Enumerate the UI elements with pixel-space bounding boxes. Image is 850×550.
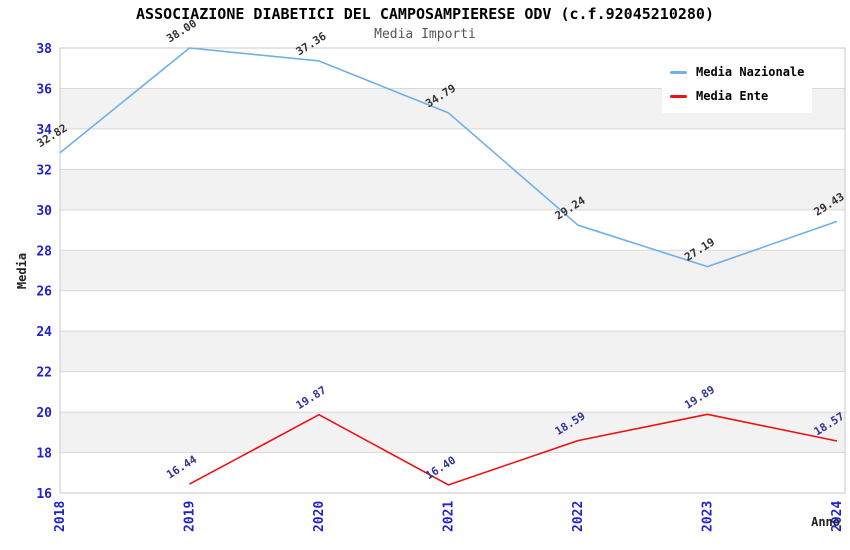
plot-band bbox=[60, 412, 845, 453]
legend-label-media-nazionale: Media Nazionale bbox=[696, 65, 805, 79]
y-tick-label: 34 bbox=[36, 123, 52, 138]
x-tick-label: 2020 bbox=[312, 501, 327, 532]
legend-label-media-ente: Media Ente bbox=[696, 89, 769, 103]
x-tick-label: 2023 bbox=[701, 501, 716, 532]
media-nazionale-line bbox=[59, 47, 838, 268]
legend: Media Nazionale Media Ente bbox=[662, 55, 812, 113]
x-tick-labels: 2018 2019 2020 2021 2022 2023 2024 bbox=[53, 501, 845, 532]
legend-item-media-ente[interactable]: Media Ente bbox=[670, 84, 804, 108]
plot-band bbox=[60, 169, 845, 210]
media-ente-data-label: 16.40 bbox=[423, 454, 458, 483]
media-nazionale-line-swatch bbox=[670, 70, 687, 74]
y-tick-label: 32 bbox=[36, 163, 52, 178]
y-tick-labels: 16 18 20 22 24 26 28 30 32 34 36 38 bbox=[36, 42, 52, 502]
y-tick-label: 38 bbox=[36, 42, 52, 57]
y-tick-label: 26 bbox=[36, 285, 52, 300]
media-ente-line-swatch bbox=[670, 94, 687, 98]
x-tick-label: 2024 bbox=[830, 501, 845, 532]
y-tick-label: 24 bbox=[36, 325, 52, 340]
y-tick-label: 20 bbox=[36, 406, 52, 421]
y-tick-label: 28 bbox=[36, 244, 52, 259]
plot-bands bbox=[60, 88, 845, 453]
plot-border bbox=[59, 47, 846, 494]
chart-title: ASSOCIAZIONE DIABETICI DEL CAMPOSAMPIERE… bbox=[136, 5, 714, 23]
legend-item-media-nazionale[interactable]: Media Nazionale bbox=[670, 60, 804, 84]
x-axis-title: Anno bbox=[811, 515, 840, 529]
media-ente-data-label: 16.44 bbox=[164, 453, 199, 482]
x-tick-label: 2019 bbox=[183, 501, 198, 532]
x-tick-label: 2018 bbox=[53, 501, 68, 532]
y-tick-label: 30 bbox=[36, 204, 52, 219]
x-tick-label: 2021 bbox=[442, 501, 457, 532]
plot-band bbox=[60, 250, 845, 291]
chart-subtitle: Media Importi bbox=[374, 27, 476, 42]
y-tick-label: 18 bbox=[36, 447, 52, 462]
x-tick-label: 2022 bbox=[571, 501, 586, 532]
y-axis-title: Media bbox=[15, 253, 29, 289]
plot-band bbox=[60, 331, 845, 372]
media-ente-data-label: 19.89 bbox=[682, 383, 717, 412]
y-tick-label: 36 bbox=[36, 82, 52, 97]
y-tick-label: 22 bbox=[36, 366, 52, 381]
media-ente-line bbox=[189, 413, 838, 486]
y-tick-label: 16 bbox=[36, 487, 52, 502]
media-ente-data-label: 19.87 bbox=[294, 383, 329, 412]
